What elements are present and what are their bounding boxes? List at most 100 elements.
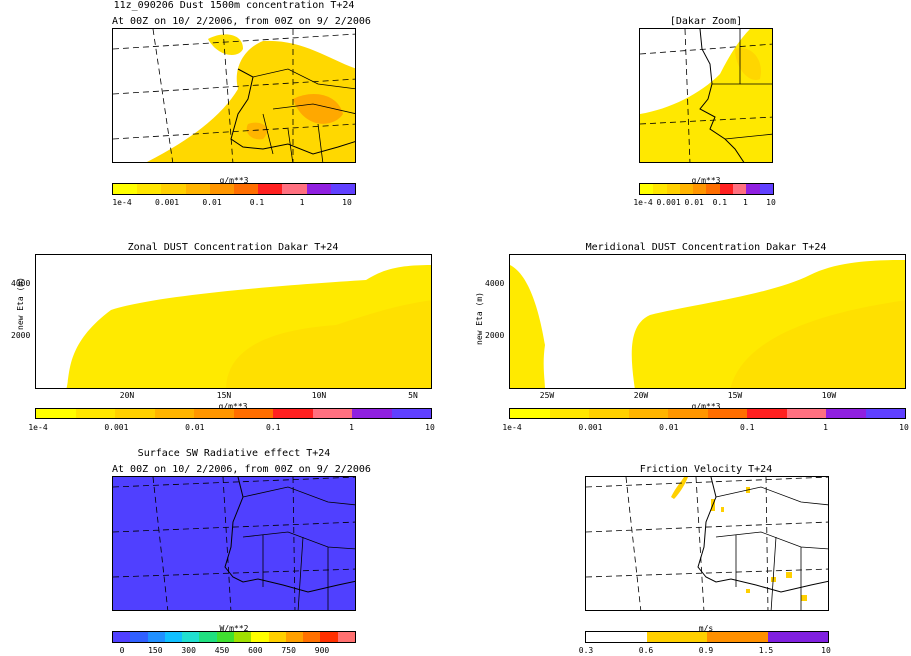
colorbar-tick-label: 0.01 [202, 198, 222, 207]
colorbar-swatch [693, 184, 707, 194]
colorbar-tick-label: 0.1 [249, 198, 265, 207]
dust-layer [730, 300, 905, 388]
colorbar-tick-label: 1 [349, 423, 355, 432]
colorbar-tick-label: 0.001 [656, 198, 681, 207]
dust-plume [146, 40, 355, 162]
colorbar-tick-label: 1 [823, 423, 829, 432]
colorbar-swatch [147, 632, 165, 642]
dust-map [112, 28, 356, 163]
colorbar-swatch [767, 632, 828, 642]
meridional-title: Meridional DUST Concentration Dakar T+24 [585, 242, 827, 253]
zoom-title: [Dakar Zoom] [669, 16, 743, 27]
radiative-map-plot [113, 477, 355, 610]
radiative-map [112, 476, 356, 611]
colorbar-tick-label: 10 [766, 198, 776, 207]
colorbar-tick-label: 0 [119, 646, 125, 655]
colorbar-swatch [589, 409, 629, 418]
colorbar-swatch [130, 632, 148, 642]
colorbar-swatch [251, 632, 269, 642]
colorbar-swatch [679, 184, 694, 194]
colorbar-swatch [164, 632, 183, 642]
x-tick-label: 10N [311, 391, 327, 400]
colorbar-swatch [668, 409, 708, 418]
friction-patch [721, 507, 724, 512]
y-tick-label: 2000 [485, 331, 505, 340]
graticule [640, 29, 772, 162]
zoom-map [639, 28, 773, 163]
friction-map-plot [586, 477, 828, 610]
colorbar-tick-label: 0.9 [698, 646, 714, 655]
graticule [113, 477, 355, 610]
colorbar-swatch [549, 409, 589, 418]
colorbar-swatch [209, 184, 235, 194]
colorbar-tick-label: 1 [299, 198, 305, 207]
colorbar-swatch [707, 632, 768, 642]
friction-title: Friction Velocity T+24 [639, 464, 773, 475]
colorbar-swatch [706, 184, 720, 194]
colorbar-swatch [285, 632, 304, 642]
colorbar-tick-label: 1e-4 [633, 198, 653, 207]
zonal-title: Zonal DUST Concentration Dakar T+24 [127, 242, 339, 253]
colorbar-tick-label: 0.3 [578, 646, 594, 655]
country-borders [712, 29, 772, 140]
x-tick-label: 15N [216, 391, 232, 400]
friction-units: m/s [698, 624, 714, 633]
meridional-section [509, 254, 906, 389]
colorbar-tick-label: 10 [425, 423, 435, 432]
country-borders [252, 68, 355, 162]
dust-plume [293, 94, 343, 124]
dust-map-title: 11z_090206 Dust 1500m concentration T+24 [113, 0, 355, 11]
colorbar-tick-label: 0.01 [684, 198, 704, 207]
colorbar-swatch [161, 184, 186, 194]
graticule [586, 477, 828, 610]
colorbar-swatch [113, 632, 131, 642]
y-tick-label: 4000 [485, 279, 505, 288]
colorbar-swatch [115, 409, 155, 418]
dust-plume [640, 29, 772, 162]
x-tick-label: 5N [408, 391, 418, 400]
colorbar-swatch [666, 184, 680, 194]
colorbar-swatch [586, 632, 647, 642]
dust-map-colorbar [112, 183, 356, 195]
meridional-colorbar [509, 408, 906, 419]
zoom-units: g/m**3 [691, 176, 721, 185]
coastline [224, 477, 355, 593]
dust-map-units: g/m**3 [219, 176, 249, 185]
friction-patch [786, 572, 792, 578]
colorbar-tick-label: 0.1 [712, 198, 728, 207]
x-tick-label: 20N [119, 391, 135, 400]
colorbar-swatch [330, 184, 356, 194]
dust-plume [246, 122, 268, 140]
friction-patch [801, 595, 807, 601]
colorbar-swatch [391, 409, 431, 418]
colorbar-swatch [306, 184, 331, 194]
colorbar-swatch [865, 409, 905, 418]
colorbar-swatch [137, 184, 162, 194]
radiative-title: Surface SW Radiative effect T+24 [137, 448, 331, 459]
colorbar-swatch [113, 184, 138, 194]
zonal-section-plot [66, 265, 431, 388]
colorbar-swatch [199, 632, 217, 642]
colorbar-swatch [826, 409, 866, 418]
colorbar-swatch [653, 184, 667, 194]
y-tick-label: 4000 [11, 279, 31, 288]
radiative-subtitle: At 00Z on 10/ 2/2006, from 00Z on 9/ 2/2… [112, 464, 371, 475]
colorbar-tick-label: 10 [342, 198, 352, 207]
friction-patch [746, 589, 750, 593]
x-tick-label: 25W [539, 391, 555, 400]
colorbar-swatch [510, 409, 550, 418]
country-borders [242, 486, 355, 610]
zoom-map-plot [640, 29, 772, 162]
colorbar-tick-label: 10 [899, 423, 909, 432]
graticule [113, 29, 355, 162]
colorbar-swatch [646, 632, 707, 642]
colorbar-swatch [786, 409, 826, 418]
x-tick-label: 20W [633, 391, 649, 400]
colorbar-swatch [258, 184, 283, 194]
colorbar-tick-label: 0.01 [659, 423, 679, 432]
colorbar-swatch [216, 632, 234, 642]
colorbar-tick-label: 750 [281, 646, 296, 655]
friction-colorbar [585, 631, 829, 643]
radiative-colorbar [112, 631, 356, 643]
colorbar-swatch [194, 409, 234, 418]
